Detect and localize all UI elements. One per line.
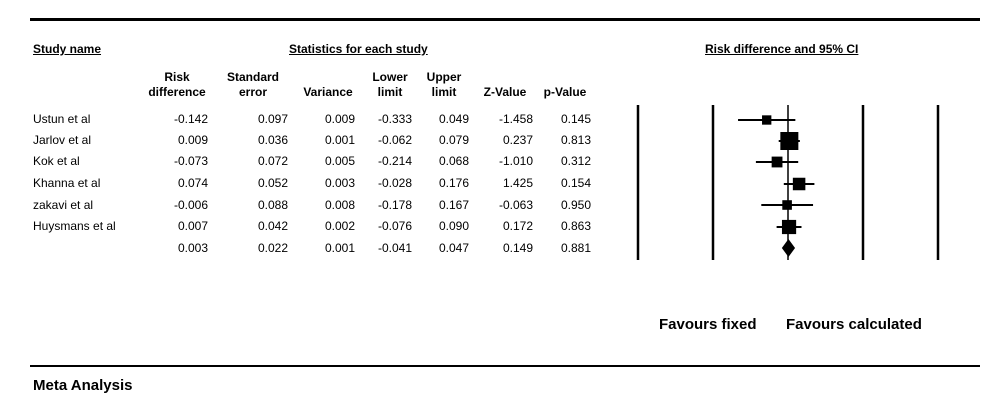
study-name-cell: Huysmans et al <box>33 219 116 233</box>
value-cell: 0.074 <box>177 176 208 190</box>
value-cell: 0.312 <box>560 154 591 168</box>
value-cell: 1.425 <box>502 176 533 190</box>
column-header-line1: Lower <box>372 70 408 84</box>
value-cell: 0.001 <box>324 241 355 255</box>
point-estimate-square <box>781 219 797 235</box>
value-cell: 0.047 <box>438 241 469 255</box>
value-cell: -1.458 <box>498 112 533 126</box>
value-cell: -0.333 <box>377 112 412 126</box>
point-estimate-square <box>780 132 799 150</box>
study-name-cell: Ustun et al <box>33 112 91 126</box>
value-cell: 0.863 <box>560 219 591 233</box>
value-cell: 0.049 <box>438 112 469 126</box>
value-cell: 0.881 <box>560 241 591 255</box>
value-cell: 0.036 <box>257 133 288 147</box>
column-header-line2: error <box>238 85 267 99</box>
value-cell: 0.005 <box>324 154 355 168</box>
value-cell: -0.062 <box>377 133 412 147</box>
study-name-cell: Jarlov et al <box>33 133 92 147</box>
value-cell: 0.008 <box>324 198 355 212</box>
summary-diamond <box>781 239 796 257</box>
value-cell: 0.079 <box>438 133 469 147</box>
value-cell: -0.142 <box>173 112 208 126</box>
value-cell: 0.002 <box>324 219 355 233</box>
column-header-line2: p-Value <box>543 85 587 99</box>
value-cell: -0.073 <box>173 154 208 168</box>
value-cell: -0.006 <box>173 198 208 212</box>
value-cell: 0.167 <box>438 198 469 212</box>
value-cell: 0.950 <box>560 198 591 212</box>
point-estimate-square <box>762 115 772 125</box>
point-estimate-square <box>771 156 783 168</box>
point-estimate-square <box>792 177 806 191</box>
value-cell: 0.072 <box>257 154 288 168</box>
column-header: Z-Value <box>465 70 545 100</box>
favours-right-label: Favours calculated <box>786 316 922 333</box>
value-cell: 0.813 <box>560 133 591 147</box>
analysis-title: Meta Analysis <box>33 377 133 394</box>
column-header-line2: difference <box>148 85 206 99</box>
study-name-cell: Khanna et al <box>33 176 101 190</box>
column-header: p-Value <box>525 70 605 100</box>
value-cell: -0.063 <box>498 198 533 212</box>
value-cell: 0.009 <box>324 112 355 126</box>
value-cell: 0.154 <box>560 176 591 190</box>
column-header-line2: limit <box>431 85 457 99</box>
plot-group-header: Risk difference and 95% CI <box>705 42 859 56</box>
x-tick-label: 0.00 <box>777 274 798 275</box>
value-cell: 0.145 <box>560 112 591 126</box>
value-cell: -0.028 <box>377 176 412 190</box>
column-header: Upper limit <box>404 70 484 100</box>
value-cell: 0.009 <box>177 133 208 147</box>
column-header: Lower limit <box>350 70 430 100</box>
value-cell: 0.001 <box>324 133 355 147</box>
value-cell: -0.076 <box>377 219 412 233</box>
value-cell: 0.068 <box>438 154 469 168</box>
study-name-cell: Kok et al <box>33 154 80 168</box>
value-cell: 0.090 <box>438 219 469 233</box>
favours-left-label: Favours fixed <box>659 316 757 333</box>
value-cell: 0.007 <box>177 219 208 233</box>
value-cell: 0.042 <box>257 219 288 233</box>
column-header-line1: Standard <box>226 70 279 84</box>
column-header: Standard error <box>213 70 293 100</box>
column-header: Variance <box>288 70 368 100</box>
study-name-cell: zakavi et al <box>33 198 94 212</box>
value-cell: -0.041 <box>377 241 412 255</box>
value-cell: 0.003 <box>177 241 208 255</box>
x-tick-label: 1.00 <box>927 274 948 275</box>
column-header-line1 <box>525 70 605 85</box>
x-tick-label: -0.50 <box>700 274 725 275</box>
x-tick-label: 0.50 <box>852 274 873 275</box>
value-cell: -1.010 <box>498 154 533 168</box>
bottom-rule <box>30 365 980 367</box>
value-cell: -0.214 <box>377 154 412 168</box>
value-cell: 0.052 <box>257 176 288 190</box>
column-header-line2: limit <box>377 85 403 99</box>
point-estimate-square <box>782 200 792 210</box>
value-cell: 0.003 <box>324 176 355 190</box>
value-cell: 0.172 <box>502 219 533 233</box>
statistics-group-header: Statistics for each study <box>289 42 428 56</box>
value-cell: 0.097 <box>257 112 288 126</box>
value-cell: -0.178 <box>377 198 412 212</box>
value-cell: 0.088 <box>257 198 288 212</box>
value-cell: 0.237 <box>502 133 533 147</box>
column-header-line2: Z-Value <box>483 85 527 99</box>
column-header: Risk difference <box>137 70 217 100</box>
column-header-line1: Risk <box>164 70 190 84</box>
value-cell: 0.176 <box>438 176 469 190</box>
x-tick-label: -1.00 <box>625 274 650 275</box>
top-rule <box>30 18 980 21</box>
study-name-header: Study name <box>33 42 102 56</box>
column-header-line1: Upper <box>426 70 462 84</box>
value-cell: 0.022 <box>257 241 288 255</box>
forest-plot: -1.00 -0.50 0.00 0.50 1.00 <box>625 105 949 275</box>
value-cell: 0.149 <box>502 241 533 255</box>
column-header-line2: Variance <box>303 85 353 99</box>
